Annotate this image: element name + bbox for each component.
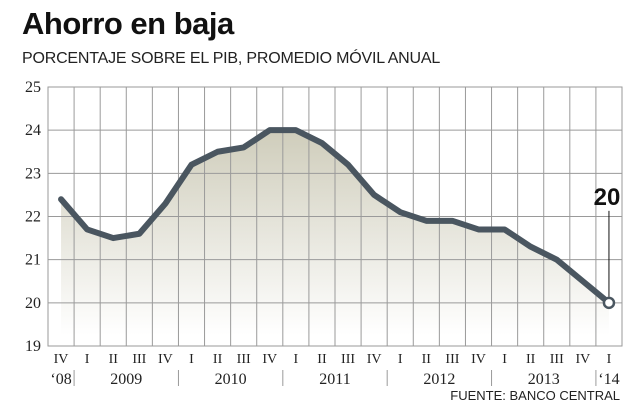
x-tick-label-quarter: I: [502, 352, 507, 367]
x-tick-label-quarter: III: [445, 352, 459, 367]
x-tick-label-quarter: III: [341, 352, 355, 367]
y-tick-label: 25: [25, 79, 41, 96]
y-tick-label: 20: [25, 295, 41, 312]
x-tick-label-quarter: I: [189, 352, 194, 367]
x-tick-label-year: 2010: [215, 371, 247, 388]
x-tick-label-quarter: I: [607, 352, 612, 367]
x-tick-label-quarter: IV: [575, 352, 590, 367]
x-tick-label-quarter: II: [526, 352, 536, 367]
callout-value: 20: [594, 184, 621, 211]
x-tick-label-quarter: II: [109, 352, 119, 367]
x-tick-label-quarter: I: [294, 352, 299, 367]
x-tick-label-year: ‘14: [598, 371, 619, 388]
x-tick-label-year: ‘08: [50, 371, 71, 388]
x-tick-label-quarter: IV: [471, 352, 486, 367]
x-tick-label-year: 2011: [319, 371, 350, 388]
y-tick-label: 22: [25, 209, 41, 226]
source-note: FUENTE: BANCO CENTRAL: [450, 388, 620, 403]
x-tick-label-quarter: II: [317, 352, 327, 367]
y-tick-label: 23: [25, 165, 41, 182]
x-tick-label-quarter: II: [422, 352, 432, 367]
endpoint-marker: [602, 296, 616, 310]
x-tick-label-quarter: I: [85, 352, 90, 367]
x-tick-label-quarter: IV: [367, 352, 382, 367]
x-tick-label-year: 2012: [423, 371, 455, 388]
series-line: [58, 127, 612, 306]
x-tick-label-quarter: I: [398, 352, 403, 367]
x-tick-label-quarter: II: [213, 352, 223, 367]
chart-title: Ahorro en baja: [22, 6, 234, 41]
x-tick-label-quarter: IV: [54, 352, 69, 367]
x-tick-label-year: 2013: [528, 371, 560, 388]
x-tick-label-year: 2009: [110, 371, 142, 388]
x-tick-label-quarter: IV: [158, 352, 173, 367]
x-tick-label-quarter: IV: [262, 352, 277, 367]
x-tick-label-quarter: III: [132, 352, 146, 367]
y-tick-label: 21: [25, 252, 41, 269]
y-tick-label: 19: [25, 338, 41, 355]
x-tick-label-quarter: III: [237, 352, 251, 367]
chart-subtitle: PORCENTAJE SOBRE EL PIB, PROMEDIO MÓVIL …: [22, 50, 441, 67]
y-tick-label: 24: [25, 122, 41, 139]
x-tick-label-quarter: III: [550, 352, 564, 367]
